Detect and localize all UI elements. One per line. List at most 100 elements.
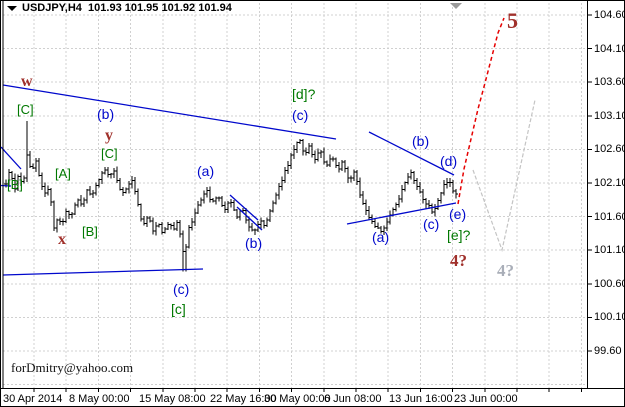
wave-label-c-blue[interactable]: (c) [173,281,190,297]
ohlc-bar [79,195,83,207]
ohlc-bar [406,173,410,185]
ohlc-bar [202,190,206,204]
ohlc-bar [208,186,212,203]
ohlc-bar [73,202,77,216]
ohlc-bar [163,226,167,234]
ohlc-bar [433,203,437,217]
wave-label-C-green[interactable]: [C] [101,146,118,161]
wave-label-b-blue[interactable]: (b) [97,106,115,122]
price-axis-label: 99.60 [594,345,622,357]
ohlc-bar [301,138,305,156]
ohlc-bar [40,172,44,190]
price-axis-label: 101.10 [594,244,625,257]
time-axis-label: 13 Jun 16:00 [389,393,453,405]
time-axis-label: 30 Apr 2014 [3,393,63,405]
trendline[interactable] [1,146,22,170]
wave-label-5-maroon[interactable]: 5 [507,8,518,33]
trendline[interactable] [346,202,457,225]
symbol-dropdown-icon[interactable] [7,6,17,11]
ohlc-bar [346,166,350,183]
ohlc-bar [307,143,311,155]
ohlc-bar [424,198,428,209]
ohlc-bar [28,150,32,169]
quote-close: 101.94 [198,2,232,14]
quote-open: 101.93 [88,2,122,14]
time-axis-label: 15 May 08:00 [139,393,206,405]
chart-shift-marker-icon[interactable] [450,3,462,9]
trendline[interactable] [2,84,337,140]
wave-label-4-gray[interactable]: 4? [497,261,514,280]
time-axis-label: 6 Jun 08:00 [324,393,382,405]
ohlc-bar [151,217,155,235]
wave-label-a-blue[interactable]: (a) [197,163,215,179]
wave-label-A-green[interactable]: [A] [55,166,71,181]
wave-label-e-green[interactable]: [e]? [447,227,471,243]
wave-label-c-blue[interactable]: (c) [423,216,440,232]
ohlc-bar [223,201,227,214]
ohlc-bar [106,166,110,178]
ohlc-bar [43,182,47,198]
wave-label-y-maroon[interactable]: y [105,127,113,144]
ohlc-bar [205,187,209,198]
trendline[interactable] [229,194,259,221]
ohlc-bar [64,208,68,224]
price-axis-label: 103.10 [594,109,625,122]
ohlc-bar [361,190,365,205]
wave-label-x-maroon[interactable]: x [58,231,66,248]
time-axis-label: 8 May 00:00 [69,393,130,405]
ohlc-bar [274,192,278,205]
ohlc-bar [94,182,98,196]
ohlc-bar [334,157,338,169]
symbol-period-label: USDJPY,H4 [22,2,82,14]
wave-label-a-blue[interactable]: (a) [372,229,390,245]
ohlc-bar [169,223,173,230]
ohlc-bar [280,176,284,191]
ohlc-bar [451,180,455,194]
time-axis-label: 30 May 00:00 [264,393,331,405]
wave-label-c-blue[interactable]: (c) [292,107,309,123]
trendline[interactable] [368,131,455,176]
ohlc-bar [421,189,425,204]
ohlc-bar [196,200,200,214]
ohlc-bar [184,243,188,272]
wave-label-b-blue[interactable]: (b) [245,235,263,251]
wave-label-e-blue[interactable]: (e) [449,206,467,222]
ohlc-bar [121,187,125,197]
ohlc-bar [292,145,296,160]
ohlc-bar [118,177,122,191]
trendline[interactable] [2,268,204,276]
wave-label-c-green[interactable]: [c] [171,301,186,317]
wave-label-B-green[interactable]: [B] [7,177,23,192]
wave-label-d-green[interactable]: [d]? [292,86,316,102]
price-axis-label: 103.60 [594,76,625,89]
time-axis-label: 23 Jun 00:00 [454,393,518,405]
ohlc-bar [34,158,38,172]
quote-high: 101.95 [124,2,159,14]
ohlc-bar [52,200,56,231]
ohlc-bar [130,176,134,189]
time-axis-label: 22 May 16:00 [210,393,277,405]
ohlc-bar [304,147,308,156]
ohlc-bar [166,222,170,231]
ohlc-bar [412,171,416,184]
ohlc-bar [220,196,224,207]
ohlc-bar [112,168,116,179]
price-axis-label: 100.10 [594,311,625,324]
ohlc-bar [454,189,458,199]
wave-label-C-green[interactable]: [C] [17,102,34,117]
wave-label-w-maroon[interactable]: w [21,73,33,90]
ohlc-bar [178,219,182,238]
ohlc-bar [235,209,239,220]
watermark-text: forDmitry@yahoo.com [11,360,134,375]
wave-label-4-maroon[interactable]: 4? [450,251,467,270]
trendline[interactable] [236,206,263,231]
ohlc-bar [337,162,341,173]
wave-label-d-blue[interactable]: (d) [440,153,458,169]
wave-label-B-green[interactable]: [B] [82,224,98,239]
ohlc-bar [271,200,275,213]
price-axis-label: 104.60 [594,9,625,21]
ohlc-bar [175,220,179,232]
wave-label-b-blue[interactable]: (b) [412,133,430,149]
price-axis-label: 101.60 [594,210,625,223]
